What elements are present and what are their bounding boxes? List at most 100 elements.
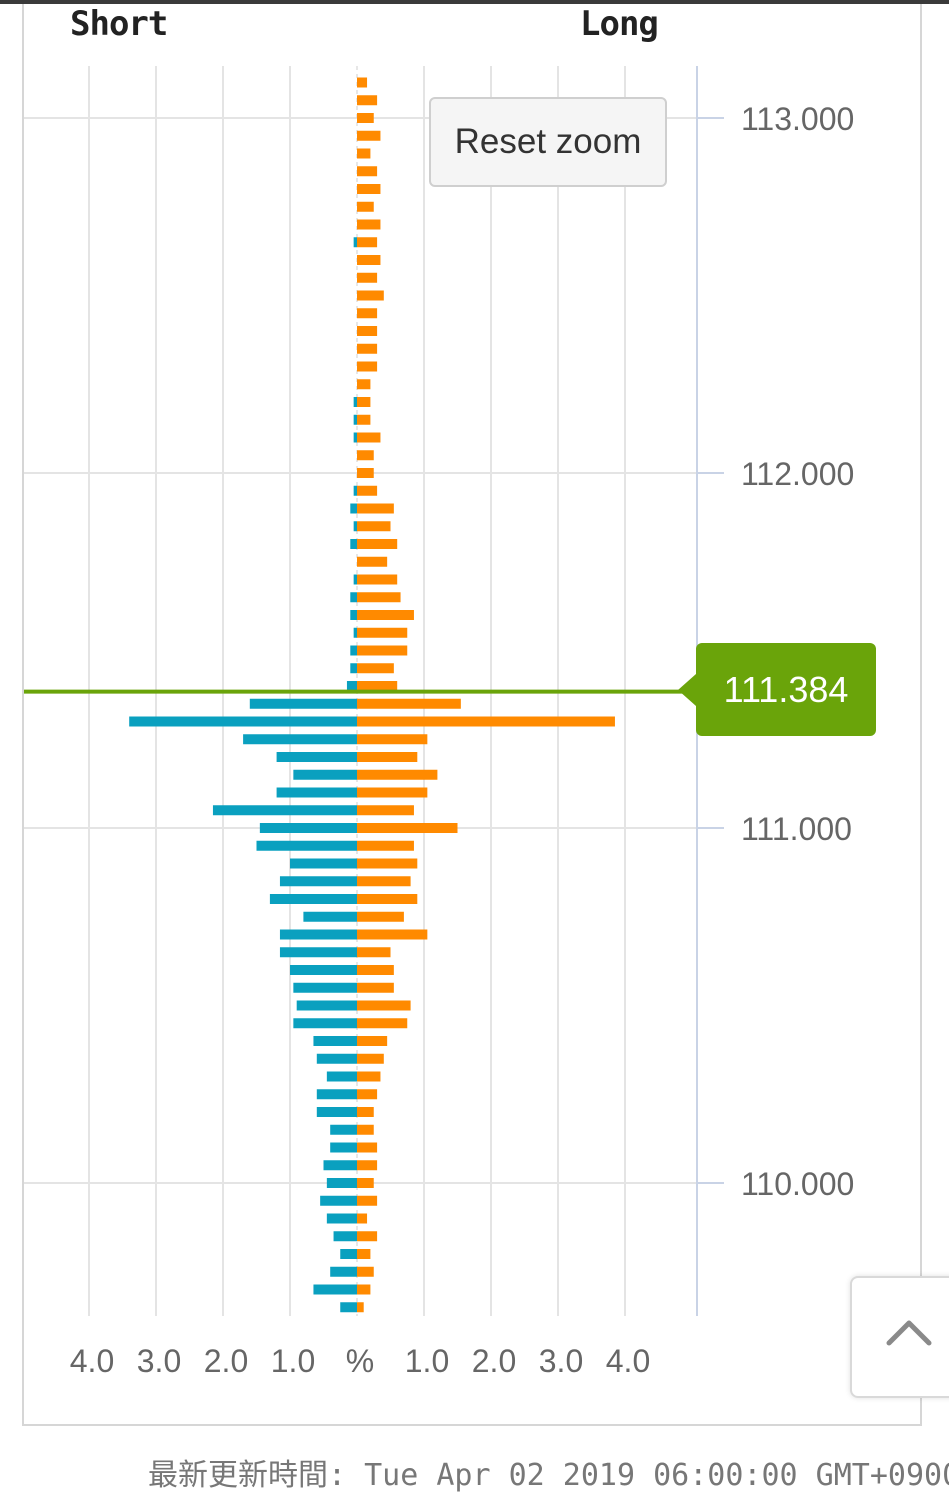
long-bar bbox=[357, 95, 378, 106]
long-bar bbox=[357, 503, 394, 514]
short-bar bbox=[326, 1178, 357, 1188]
long-bar bbox=[357, 1107, 374, 1117]
short-bar bbox=[129, 716, 357, 727]
long-bar bbox=[357, 769, 438, 780]
long-bar bbox=[357, 1160, 378, 1171]
long-bar bbox=[357, 237, 378, 248]
long-bar bbox=[357, 556, 388, 567]
short-bar bbox=[303, 911, 357, 922]
short-bar bbox=[353, 432, 357, 443]
short-bar bbox=[340, 1249, 357, 1259]
long-bar bbox=[357, 521, 391, 532]
short-bar bbox=[276, 752, 357, 762]
long-bar bbox=[357, 645, 408, 656]
y-tick-label: 111.000 bbox=[741, 811, 852, 847]
short-bar bbox=[330, 1266, 357, 1277]
short-bar bbox=[350, 663, 357, 674]
long-bar bbox=[357, 201, 374, 212]
short-bar bbox=[290, 965, 357, 975]
short-bar bbox=[293, 769, 357, 780]
x-tick-label: 1.0 bbox=[271, 1343, 315, 1379]
short-bar bbox=[330, 1142, 357, 1153]
x-tick-label: 2.0 bbox=[472, 1343, 516, 1379]
long-bar bbox=[357, 805, 414, 816]
long-bar bbox=[357, 1302, 364, 1313]
long-bar bbox=[357, 166, 378, 177]
long-bar bbox=[357, 326, 378, 336]
long-bar bbox=[357, 1071, 381, 1082]
short-bar bbox=[326, 1213, 357, 1224]
short-header: Short bbox=[70, 4, 168, 44]
long-bar bbox=[357, 1284, 371, 1295]
x-tick-label: 3.0 bbox=[137, 1343, 181, 1379]
short-bar bbox=[313, 1036, 357, 1046]
long-bar bbox=[357, 379, 371, 390]
long-bar bbox=[357, 343, 378, 354]
short-bar bbox=[353, 521, 357, 532]
reset-zoom-button[interactable]: Reset zoom bbox=[429, 97, 667, 187]
short-bar bbox=[350, 645, 357, 656]
long-bar bbox=[357, 113, 374, 123]
y-tick-label: 112.000 bbox=[741, 456, 854, 492]
short-bar bbox=[353, 237, 357, 248]
short-bar bbox=[259, 823, 357, 833]
long-bar bbox=[357, 184, 381, 194]
short-bar bbox=[293, 1018, 357, 1029]
short-bar bbox=[316, 1107, 357, 1117]
long-bar bbox=[357, 947, 391, 958]
x-tick-label: % bbox=[346, 1343, 374, 1379]
long-bar bbox=[357, 308, 378, 319]
long-bar bbox=[357, 627, 408, 638]
short-bar bbox=[330, 1124, 357, 1135]
long-bar bbox=[357, 397, 371, 407]
short-bar bbox=[316, 1089, 357, 1100]
x-tick-label: 3.0 bbox=[539, 1343, 583, 1379]
scroll-to-top-button[interactable] bbox=[850, 1276, 949, 1398]
short-bar bbox=[296, 1000, 357, 1011]
y-tick-label: 113.000 bbox=[741, 101, 854, 137]
short-bar bbox=[279, 929, 357, 940]
long-bar bbox=[357, 681, 398, 691]
last-updated-text: 最新更新時間: Tue Apr 02 2019 06:00:00 GMT+090… bbox=[148, 1458, 949, 1493]
short-bar bbox=[276, 787, 357, 798]
short-bar bbox=[279, 876, 357, 887]
long-bar bbox=[357, 787, 428, 798]
long-bar bbox=[357, 485, 378, 496]
current-price-badge: 111.384 bbox=[678, 643, 876, 736]
long-bar bbox=[357, 450, 374, 461]
long-bar bbox=[357, 148, 371, 159]
long-bar bbox=[357, 698, 461, 709]
chart-frame bbox=[22, 4, 922, 1426]
long-bar bbox=[357, 432, 381, 443]
long-bar bbox=[357, 1213, 368, 1224]
long-bar bbox=[357, 716, 615, 727]
x-tick-label: 4.0 bbox=[70, 1343, 114, 1379]
long-bar bbox=[357, 1124, 374, 1135]
long-bar bbox=[357, 1142, 378, 1153]
short-bar bbox=[243, 734, 357, 745]
long-bar bbox=[357, 734, 428, 745]
long-bar bbox=[357, 1018, 408, 1029]
short-bar bbox=[346, 681, 357, 691]
order-book-chart[interactable]: 113.000 112.000 111.000 110.000 4.0 3.0 2.0 1.0… bbox=[0, 0, 949, 1420]
short-bar bbox=[269, 894, 357, 904]
long-bar bbox=[357, 610, 414, 620]
long-bar bbox=[357, 539, 398, 549]
x-tick-label: 4.0 bbox=[606, 1343, 650, 1379]
long-bar bbox=[357, 823, 458, 833]
long-bar bbox=[357, 1249, 371, 1259]
long-bar bbox=[357, 592, 401, 603]
short-bar bbox=[340, 1302, 357, 1313]
long-bar bbox=[357, 130, 381, 141]
long-bar bbox=[357, 1266, 374, 1277]
short-bar bbox=[249, 698, 357, 709]
short-bar bbox=[279, 947, 357, 958]
short-bar bbox=[256, 840, 357, 851]
long-bar bbox=[357, 840, 414, 851]
long-bar bbox=[357, 255, 381, 265]
long-bar bbox=[357, 414, 371, 425]
x-tick-label: 2.0 bbox=[204, 1343, 248, 1379]
long-bar bbox=[357, 752, 418, 762]
short-bar bbox=[313, 1284, 357, 1295]
x-tick-label: 1.0 bbox=[405, 1343, 449, 1379]
